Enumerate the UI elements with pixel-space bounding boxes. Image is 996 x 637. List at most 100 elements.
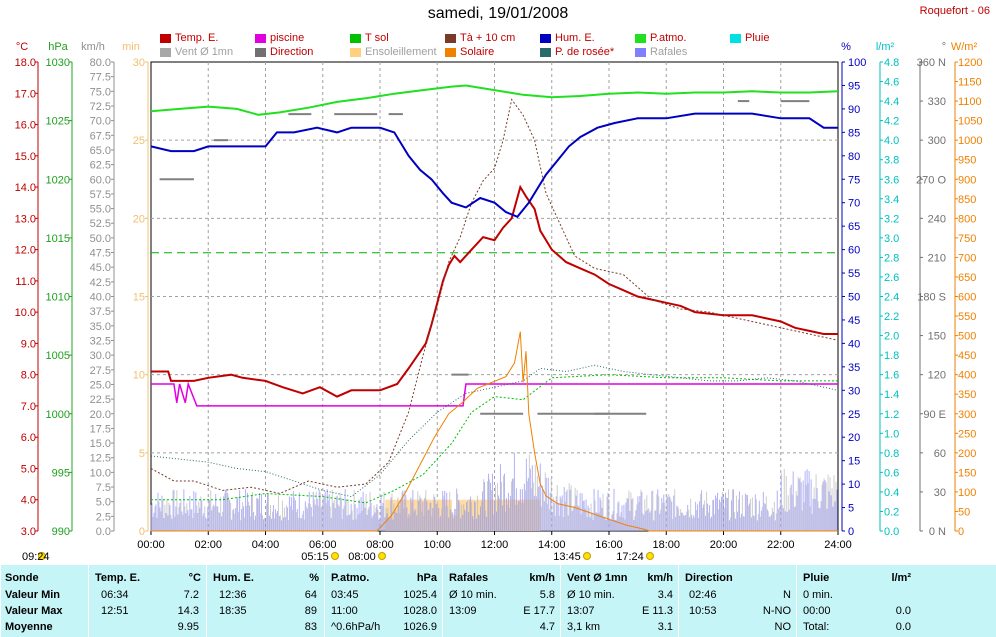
stats-cell: 4.7 <box>539 621 555 633</box>
axis-tick-label: 1.8 <box>884 350 899 362</box>
axis-tick-label: 1000 <box>958 135 982 147</box>
axis-tick-label: 0.2 <box>884 506 899 518</box>
legend-item: T sol <box>350 32 389 44</box>
sun-event-time: 13:45 <box>553 551 581 563</box>
stats-header: Vent Ø 1mn km/h <box>561 571 679 586</box>
moonset-icon <box>331 552 339 560</box>
axis-tick-label: 3.6 <box>884 174 899 186</box>
stats-header: Temp. E. °C <box>89 571 207 586</box>
axis-tick-label: 12.0 <box>15 245 36 257</box>
axis-tick-label: 1010 <box>46 292 70 304</box>
stats-cell: hPa <box>416 572 437 584</box>
stats-block-patmo: P.atmo. hPa 03:45 1025.4 11:00 1028.0 ^0.6hPa/… <box>324 565 443 637</box>
stats-cell: 0.0 <box>895 605 911 617</box>
stats-cell: Rafales <box>449 572 489 584</box>
stats-row: 10:53 N-NO <box>679 604 797 619</box>
axis-tick-label: 55.0 <box>90 204 111 216</box>
axis-tick-label: 0.4 <box>884 487 899 499</box>
sun-event-time: 05:15 <box>301 551 329 563</box>
axis-tick-label: 25 <box>848 409 860 421</box>
axis-tick-label: 2.0 <box>884 331 899 343</box>
stats-block-vent: Vent Ø 1mn km/h Ø 10 min. 3.4 13:07 E 11.3 3,1… <box>560 565 679 637</box>
stats-cell: Hum. E. <box>213 572 254 584</box>
moon-icon <box>38 552 46 560</box>
legend-item: Rafales <box>635 46 687 58</box>
stats-cell: Temp. E. <box>95 572 141 584</box>
stats-cell: 83 <box>304 621 317 633</box>
legend-swatch <box>350 33 361 43</box>
axis-tick-label: 1.4 <box>884 389 899 401</box>
stats-row: 11:00 1028.0 <box>325 604 443 619</box>
stats-cell: 03:45 <box>331 589 359 601</box>
x-tick-label: 02:00 <box>194 539 222 551</box>
axis-tick-label: 27.5 <box>90 365 111 377</box>
sun-event-time: 08:00 <box>348 551 376 563</box>
axis-tick-label: 9.0 <box>21 338 36 350</box>
stats-cell: 0.0 <box>895 621 911 633</box>
axis-tick-label: 1.0 <box>884 428 899 440</box>
axis-tick-label: 15 <box>133 292 145 304</box>
x-tick-label: 18:00 <box>652 539 680 551</box>
x-tick-label: 10:00 <box>423 539 451 551</box>
stats-block-sonde: Sonde Valeur Min Valeur Max Moyenne <box>0 565 89 637</box>
axis-tick-label: 47.5 <box>90 248 111 260</box>
axis-tick-label: 300 <box>958 409 976 421</box>
axis-tick-label: 4.4 <box>884 96 899 108</box>
axis-tick-label: 150 <box>928 331 946 343</box>
stats-cell: 13:07 <box>567 605 595 617</box>
axis-tick-label: 400 <box>958 370 976 382</box>
axis-tick-label: 1200 <box>958 57 982 69</box>
x-tick-label: 24:00 <box>824 539 852 551</box>
legend-swatch <box>635 33 646 43</box>
axis-tick-label: 60.0 <box>90 174 111 186</box>
axis-tick-label: 40.0 <box>90 292 111 304</box>
axis-unit-deg: ° <box>942 41 946 53</box>
axis-tick-label: 4.0 <box>21 495 36 507</box>
axis-tick-label: 17.0 <box>15 88 36 100</box>
stats-row: ^0.6hPa/h 1026.9 <box>325 620 443 635</box>
axis-tick-label: 4.8 <box>884 57 899 69</box>
stats-cell: Valeur Min <box>5 589 61 601</box>
stats-row: 13:07 E 11.3 <box>561 604 679 619</box>
axis-tick-label: 60 <box>934 448 946 460</box>
axis-tick-label: 13.0 <box>15 213 36 225</box>
stats-cell: 64 <box>304 589 317 601</box>
stats-row: 00:00 0.0 <box>797 604 917 619</box>
axis-tick-label: 300 <box>928 135 946 147</box>
stats-cell: 1028.0 <box>403 605 437 617</box>
axis-tick-label: 0.0 <box>884 526 899 538</box>
stats-cell: 18:35 <box>219 605 247 617</box>
stats-cell: Sonde <box>5 572 39 584</box>
axis-tick-label: 72.5 <box>90 101 111 113</box>
stats-cell: Vent Ø 1mn <box>567 572 628 584</box>
stats-cell: km/h <box>529 572 555 584</box>
stats-cell: 12:51 <box>101 605 129 617</box>
axis-tick-label: 70 <box>848 198 860 210</box>
legend-item: P. de rosée* <box>540 46 614 58</box>
axis-tick-label: 20.0 <box>90 409 111 421</box>
axis-tick-label: 7.5 <box>96 482 111 494</box>
axis-tick-label: 77.5 <box>90 72 111 84</box>
stats-cell: Ø 10 min. <box>449 589 497 601</box>
stats-cell: 0 min. <box>803 589 833 601</box>
axis-tick-label: 200 <box>958 448 976 460</box>
axis-tick-label: 90 E <box>923 409 946 421</box>
legend-label: P. de rosée* <box>555 46 615 58</box>
stats-row: 0 min. <box>797 588 917 603</box>
legend-label: Vent Ø 1mn <box>175 46 234 58</box>
legend-label: Temp. E. <box>175 32 219 44</box>
axis-tick-label: 75.0 <box>90 86 111 98</box>
axis-tick-label: 75 <box>848 174 860 186</box>
legend-swatch <box>350 47 361 57</box>
stats-block-pluie: Pluie l/m² 0 min. 00:00 0.0 Total: 0.0 <box>796 565 917 637</box>
axis-tick-label: 35.0 <box>90 321 111 333</box>
stats-cell: 1026.9 <box>403 621 437 633</box>
chart-title: samedi, 19/01/2008 <box>427 5 569 22</box>
stats-cell: 14.3 <box>177 605 199 617</box>
stats-row: Ø 10 min. 3.4 <box>561 588 679 603</box>
axis-tick-label: 100 <box>848 57 866 69</box>
axis-tick-label: 0 <box>958 526 964 538</box>
axis-tick-label: 1.2 <box>884 409 899 421</box>
legend-swatch <box>255 47 266 57</box>
stats-cell: °C <box>188 572 201 584</box>
